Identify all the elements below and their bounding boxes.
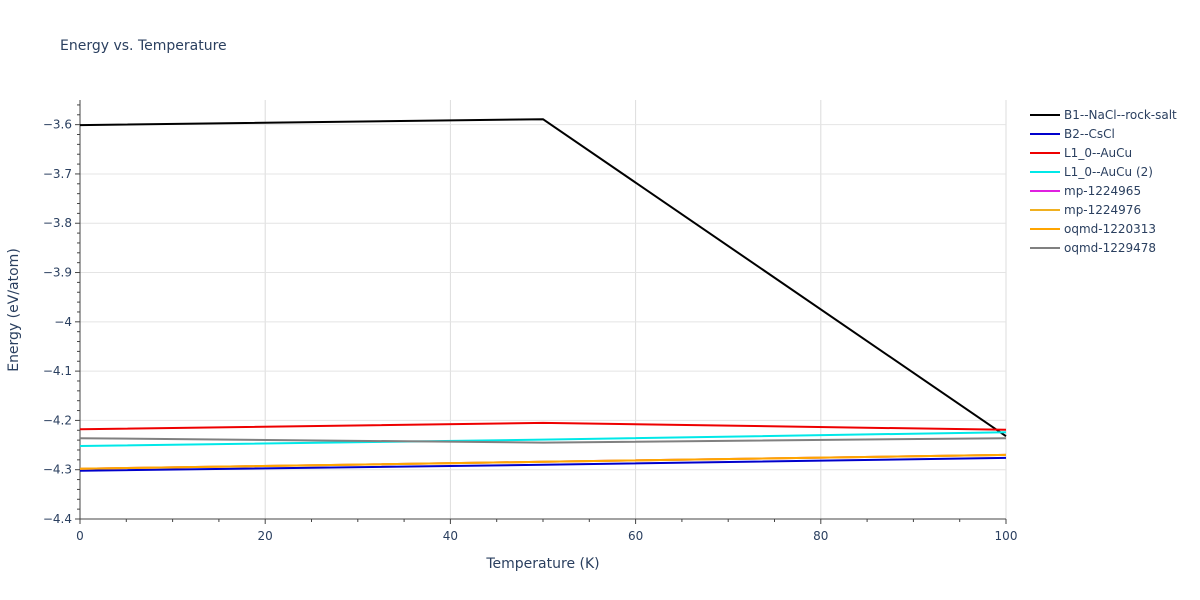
y-axis-label: Energy (eV/atom) xyxy=(6,248,22,372)
legend-item[interactable]: oqmd-1229478 xyxy=(1030,241,1156,255)
legend-item[interactable]: oqmd-1220313 xyxy=(1030,222,1156,236)
legend-label: oqmd-1220313 xyxy=(1064,222,1156,236)
legend-label: mp-1224976 xyxy=(1064,203,1141,217)
legend-label: B1--NaCl--rock-salt xyxy=(1064,108,1177,122)
legend-item[interactable]: mp-1224976 xyxy=(1030,203,1141,217)
legend-item[interactable]: mp-1224965 xyxy=(1030,184,1141,198)
x-axis-label: Temperature (K) xyxy=(485,556,599,572)
y-tick-label: −3.8 xyxy=(43,216,72,230)
y-tick-label: −4 xyxy=(54,315,72,329)
legend-label: L1_0--AuCu xyxy=(1064,146,1132,160)
y-tick-label: −4.2 xyxy=(43,413,72,427)
series-line xyxy=(79,431,1007,447)
legend-item[interactable]: L1_0--AuCu xyxy=(1030,146,1132,160)
y-tick-labels: −3.6 −3.7 −3.8 −3.9 −4 −4.1 −4.2 −4.3 −4.4 xyxy=(43,118,72,526)
x-tick-label: 40 xyxy=(443,529,458,543)
series-line xyxy=(79,453,1007,470)
series-line xyxy=(79,421,1007,431)
y-tick-label: −4.4 xyxy=(43,512,72,526)
axes xyxy=(75,100,1007,524)
series-line xyxy=(79,118,1007,438)
series-line xyxy=(79,456,1007,472)
x-tick-label: 80 xyxy=(813,529,828,543)
y-tick-label: −3.9 xyxy=(43,266,72,280)
legend-item[interactable]: L1_0--AuCu (2) xyxy=(1030,165,1153,179)
legend-item[interactable]: B1--NaCl--rock-salt xyxy=(1030,108,1177,122)
x-tick-label: 0 xyxy=(76,529,84,543)
chart-title: Energy vs. Temperature xyxy=(60,38,227,54)
legend-label: mp-1224965 xyxy=(1064,184,1141,198)
y-tick-label: −3.6 xyxy=(43,118,72,132)
y-tick-label: −4.1 xyxy=(43,364,72,378)
series-lines xyxy=(79,118,1007,472)
x-tick-label: 100 xyxy=(995,529,1018,543)
series-line xyxy=(79,437,1007,444)
y-tick-label: −3.7 xyxy=(43,167,72,181)
legend-label: B2--CsCl xyxy=(1064,127,1115,141)
legend-label: oqmd-1229478 xyxy=(1064,241,1156,255)
legend-label: L1_0--AuCu (2) xyxy=(1064,165,1153,179)
x-tick-labels: 0 20 40 60 80 100 xyxy=(76,529,1017,543)
y-tick-label: −4.3 xyxy=(43,463,72,477)
legend-item[interactable]: B2--CsCl xyxy=(1030,127,1115,141)
x-tick-label: 60 xyxy=(628,529,643,543)
legend[interactable]: B1--NaCl--rock-salt B2--CsCl L1_0--AuCu L1_… xyxy=(1030,108,1177,255)
x-tick-label: 20 xyxy=(258,529,273,543)
